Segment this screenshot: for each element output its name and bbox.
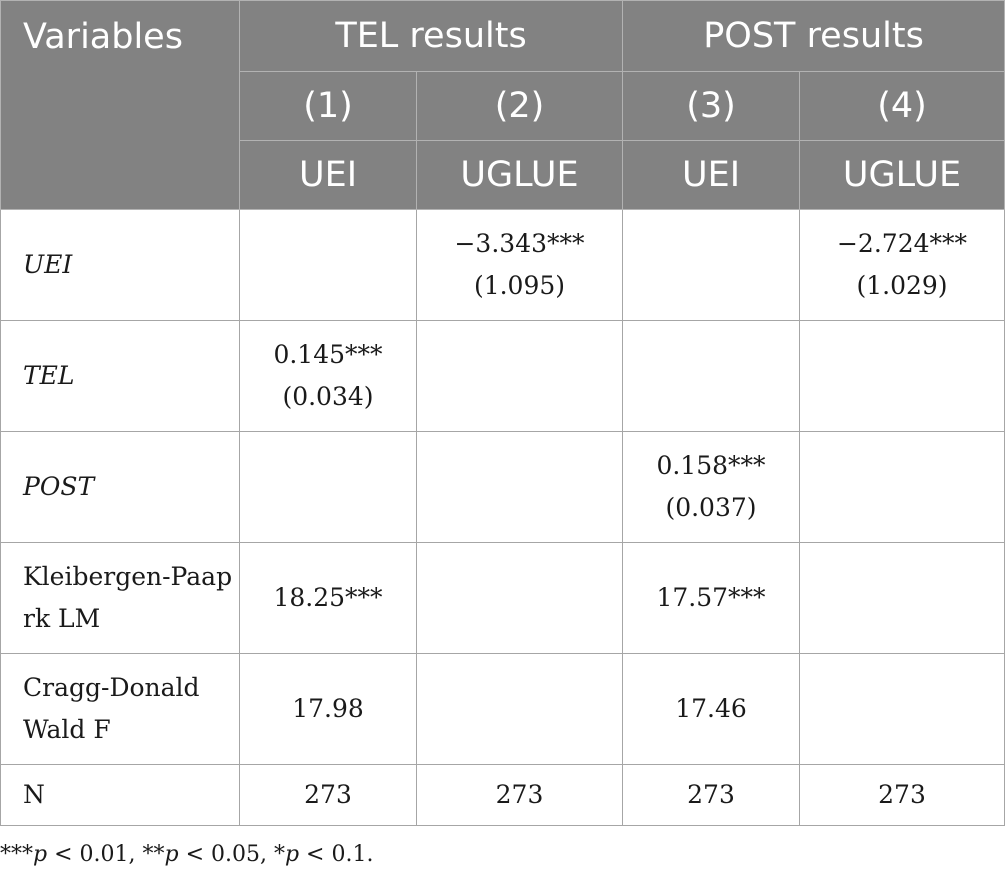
note-stars: *** [0,842,33,867]
cell-uei-3 [622,209,800,321]
cell-n-2: 273 [416,764,623,826]
table-row-cragg-donald: Cragg-Donald Wald F 17.98 17.46 [0,653,1005,765]
significance-note: ***p < 0.01, **p < 0.05, *p < 0.1. [0,842,373,867]
cell-tel-3 [622,320,800,432]
row-label-post: POST [0,431,240,543]
standard-error: (1.095) [473,271,566,300]
cell-n-4: 273 [798,764,1005,826]
note-text: < 0.01, [47,842,143,867]
label-line: Cragg-Donald [23,673,200,702]
table-row-post: POST 0.158*** (0.037) [0,431,1005,543]
variables-header: Variables [0,0,240,210]
results-table: Variables TEL results POST results (1) (… [0,0,1005,826]
note-p: p [33,842,48,867]
table-row-kleibergen-paap: Kleibergen-Paap rk LM 18.25*** 17.57*** [0,542,1005,654]
note-text: < 0.1. [299,842,374,867]
column-depvar-4: UGLUE [798,140,1005,210]
label-line: Kleibergen-Paap [23,562,233,591]
table-row-tel: TEL 0.145*** (0.034) [0,320,1005,432]
cell-post-2 [416,431,623,543]
cell-cd-1: 17.98 [239,653,417,765]
row-label-cragg-donald: Cragg-Donald Wald F [0,653,240,765]
cell-tel-2 [416,320,623,432]
note-stars: ** [142,842,165,867]
standard-error: (0.037) [665,493,757,522]
row-label-n: N [0,764,240,826]
standard-error: (1.029) [856,271,948,300]
cell-kp-3: 17.57*** [622,542,800,654]
column-number-4: (4) [798,71,1005,141]
row-label-kleibergen-paap: Kleibergen-Paap rk LM [0,542,240,654]
table-row-uei: UEI −3.343*** (1.095) −2.724*** (1.029) [0,209,1005,321]
label-line: rk LM [23,604,101,633]
cell-post-4 [798,431,1005,543]
cell-tel-4 [798,320,1005,432]
note-text: < 0.05, [178,842,274,867]
coefficient: −2.724*** [836,229,968,258]
cell-uei-4: −2.724*** (1.029) [798,209,1005,321]
column-depvar-2: UGLUE [416,140,623,210]
table-header: Variables TEL results POST results (1) (… [0,0,1005,210]
column-depvar-1: UEI [239,140,417,210]
note-p: p [164,842,179,867]
table-body: UEI −3.343*** (1.095) −2.724*** (1.029) … [0,209,1005,826]
tel-results-header: TEL results [239,0,623,72]
coefficient: 0.145*** [273,340,383,369]
cell-n-1: 273 [239,764,417,826]
cell-tel-1: 0.145*** (0.034) [239,320,417,432]
post-results-header: POST results [621,0,1005,72]
cell-kp-2 [416,542,623,654]
column-depvar-3: UEI [622,140,800,210]
note-stars: * [273,842,285,867]
column-number-2: (2) [416,71,623,141]
cell-post-1 [239,431,417,543]
note-p: p [284,842,300,867]
cell-uei-1 [239,209,417,321]
cell-kp-4 [798,542,1005,654]
cell-uei-2: −3.343*** (1.095) [416,209,623,321]
coefficient: 0.158*** [656,451,766,480]
cell-cd-3: 17.46 [622,653,800,765]
column-number-1: (1) [239,71,417,141]
row-label-tel: TEL [0,320,240,432]
table-row-n: N 273 273 273 273 [0,764,1005,826]
cell-kp-1: 18.25*** [239,542,417,654]
column-number-3: (3) [622,71,800,141]
cell-n-3: 273 [622,764,800,826]
row-label-uei: UEI [0,209,240,321]
cell-cd-4 [798,653,1005,765]
cell-cd-2 [416,653,623,765]
cell-post-3: 0.158*** (0.037) [622,431,800,543]
label-line: Wald F [23,715,111,744]
coefficient: −3.343*** [454,229,585,258]
standard-error: (0.034) [282,382,374,411]
